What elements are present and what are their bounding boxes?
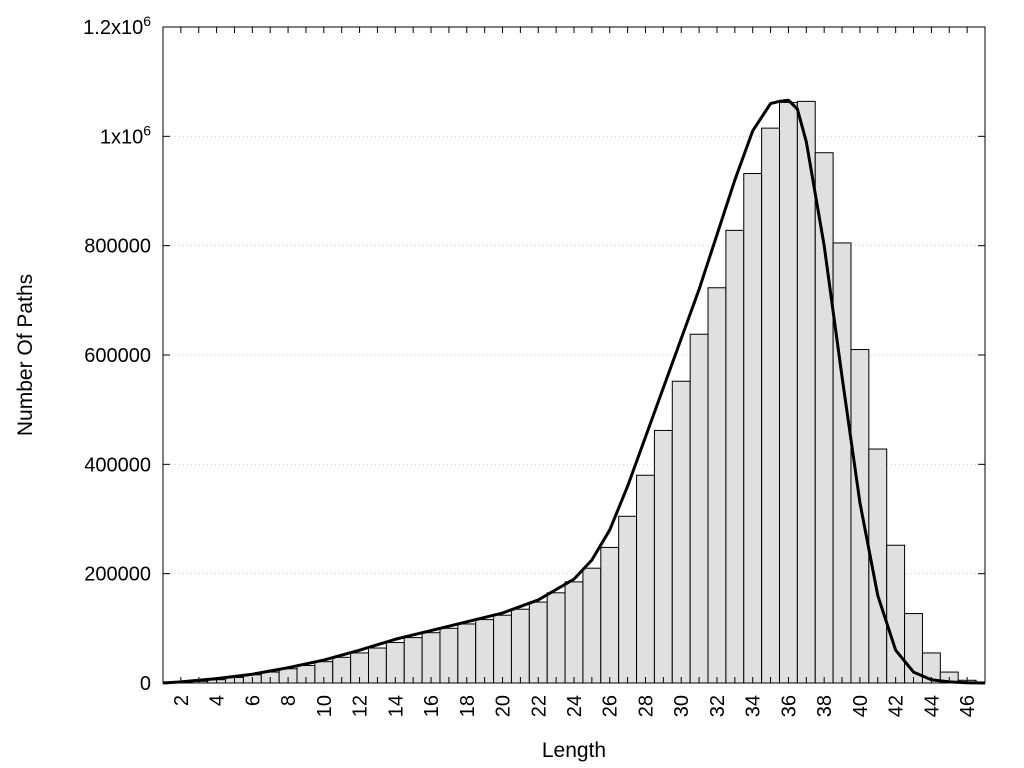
x-axis-label: Length (542, 739, 606, 762)
x-tick-label: 4 (207, 695, 229, 706)
axis-ticks (162, 26, 986, 684)
bar (707, 287, 727, 684)
x-tick-label: 30 (671, 695, 693, 717)
x-tick-label: 16 (421, 695, 443, 717)
bar (761, 127, 780, 684)
x-tick-label: 34 (743, 695, 765, 717)
x-tick-label: 18 (457, 695, 479, 717)
bar (600, 546, 620, 684)
bar (475, 619, 495, 684)
bar (671, 380, 691, 684)
bar (403, 637, 423, 684)
bar (743, 173, 763, 684)
bar (725, 229, 745, 684)
y-tick-label: 800000 (84, 236, 151, 258)
x-tick-label: 10 (314, 695, 336, 717)
y-axis-label: Number Of Paths (14, 274, 37, 436)
bar (528, 601, 548, 684)
x-tick-label: 6 (242, 695, 264, 706)
x-tick-label: 40 (850, 695, 872, 717)
x-tick-label: 28 (635, 695, 657, 717)
bar (564, 581, 584, 684)
x-tick-label: 26 (600, 695, 622, 717)
y-tick-label: 400000 (84, 454, 151, 476)
x-tick-label: 36 (778, 695, 800, 717)
x-tick-label: 8 (278, 695, 300, 706)
bar (689, 333, 709, 684)
bar (814, 152, 834, 684)
y-tick-label: 1x106 (100, 122, 151, 148)
y-tick-label: 600000 (84, 345, 151, 367)
x-tick-label: 38 (814, 695, 836, 717)
bar (546, 592, 566, 684)
bar (850, 349, 870, 684)
x-tick-label: 46 (957, 695, 979, 717)
x-tick-labels: 2 4 6 8 10 12 14 16 18 20 22 24 26 28 30 32 34 36 38 40 42 44… (171, 695, 979, 717)
bars (171, 100, 977, 684)
bar (886, 544, 906, 684)
bar (493, 614, 512, 684)
bar (457, 623, 477, 684)
x-tick-label: 22 (528, 695, 550, 717)
x-tick-label: 24 (564, 695, 586, 717)
x-tick-label: 2 (171, 695, 193, 706)
bar (832, 242, 852, 684)
bar (510, 608, 530, 684)
x-tick-label: 42 (886, 695, 908, 717)
bar (796, 100, 816, 684)
y-tick-label: 1.2x106 (83, 13, 151, 39)
bar (653, 429, 673, 684)
bar (636, 474, 655, 684)
bar (421, 632, 441, 684)
bar (618, 515, 638, 684)
bar (439, 627, 459, 684)
x-tick-label: 20 (493, 695, 515, 717)
x-tick-label: 12 (350, 695, 372, 717)
y-tick-labels: 0 200000 400000 600000 800000 1x106 1.2x106 (83, 13, 151, 695)
x-tick-label: 44 (921, 695, 943, 717)
fit-curve (162, 98, 986, 685)
bar (779, 101, 798, 684)
bar (385, 642, 405, 684)
y-tick-label: 200000 (84, 564, 151, 586)
bar (582, 567, 602, 684)
y-tick-label: 0 (140, 673, 151, 695)
x-tick-label: 32 (707, 695, 729, 717)
x-tick-label: 14 (385, 695, 407, 717)
